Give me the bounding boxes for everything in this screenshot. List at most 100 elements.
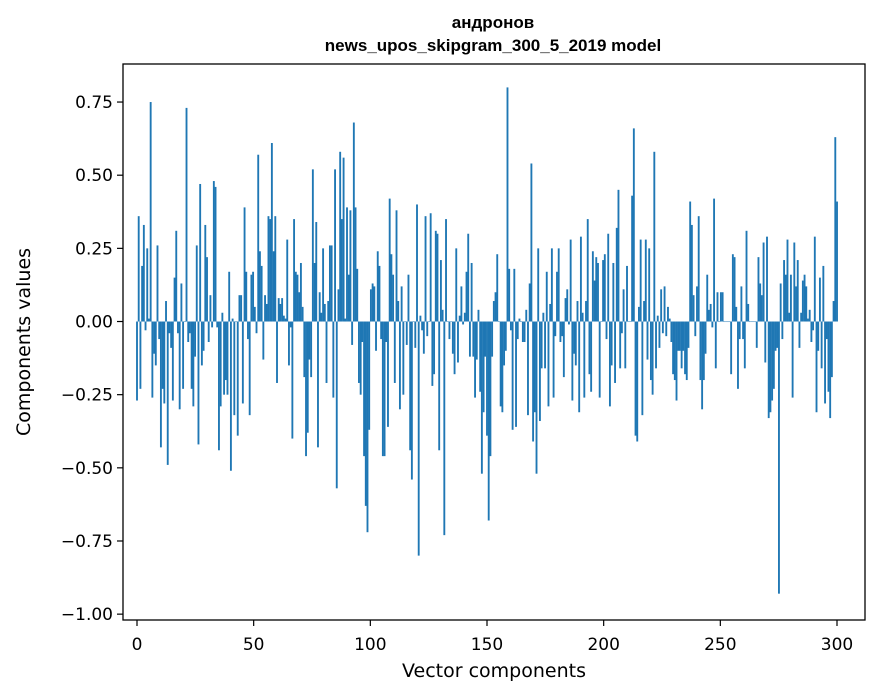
- bar: [829, 321, 832, 419]
- bar: [282, 315, 285, 322]
- bar: [347, 274, 350, 322]
- bar: [226, 321, 229, 395]
- bar: [421, 321, 424, 331]
- bar: [559, 321, 562, 342]
- bar: [339, 151, 342, 322]
- bar: [492, 301, 495, 322]
- bar: [795, 286, 797, 322]
- bar: [233, 321, 236, 416]
- bar: [272, 251, 275, 322]
- bar: [525, 309, 528, 322]
- chart-title: андронов: [452, 13, 534, 32]
- bar: [591, 251, 594, 322]
- bar: [641, 321, 644, 416]
- bar: [446, 321, 449, 323]
- bar: [188, 321, 191, 334]
- bar: [581, 312, 584, 322]
- bar: [818, 277, 821, 322]
- y-axis-ticks: −1.00 −0.75 −0.50 −0.25 0.00 0.25 0.50 0.75: [61, 93, 123, 625]
- bar: [574, 321, 577, 366]
- bar: [320, 312, 323, 322]
- bar: [735, 306, 738, 322]
- bar: [653, 151, 656, 322]
- bar: [322, 248, 325, 322]
- bar: [364, 321, 367, 506]
- bar: [240, 295, 243, 322]
- bar: [825, 321, 828, 340]
- bar: [153, 321, 156, 354]
- bar: [699, 321, 702, 381]
- bar: [538, 321, 541, 422]
- bar: [678, 321, 681, 351]
- y-tick-label: 0.25: [75, 239, 113, 259]
- bar: [680, 321, 683, 369]
- bar: [752, 321, 755, 323]
- bar: [690, 224, 693, 322]
- bar: [166, 321, 169, 465]
- bar: [557, 248, 560, 322]
- bar: [247, 321, 249, 340]
- bar: [183, 321, 186, 323]
- bar: [716, 292, 719, 322]
- bar: [441, 309, 444, 322]
- bar: [361, 321, 364, 342]
- bar: [270, 143, 273, 322]
- bar: [480, 321, 483, 474]
- bar: [158, 321, 161, 340]
- bar: [496, 254, 499, 322]
- bar: [293, 219, 296, 322]
- bar: [696, 286, 698, 322]
- bar: [784, 274, 787, 322]
- bar: [783, 260, 786, 322]
- bar: [354, 207, 357, 322]
- bar: [772, 321, 775, 389]
- bar: [714, 321, 717, 369]
- bar: [564, 298, 567, 322]
- bar: [687, 321, 690, 348]
- bar: [590, 321, 593, 392]
- bar: [704, 321, 707, 354]
- bar: [798, 321, 801, 348]
- bar: [231, 318, 234, 322]
- bar: [308, 321, 311, 360]
- bar: [651, 321, 654, 395]
- bar: [159, 321, 162, 448]
- bar: [760, 295, 763, 322]
- x-axis-label: Vector components: [402, 660, 586, 682]
- bar: [269, 219, 272, 322]
- bar: [433, 321, 436, 375]
- bar: [767, 321, 770, 419]
- bar: [387, 321, 389, 427]
- bar: [672, 321, 675, 375]
- bar: [738, 321, 741, 340]
- bar: [566, 289, 569, 322]
- bar: [241, 321, 244, 404]
- bar: [754, 321, 756, 323]
- bar: [422, 321, 425, 354]
- bar: [708, 309, 710, 322]
- bar: [253, 306, 256, 322]
- bar: [796, 260, 799, 322]
- bar: [139, 321, 142, 389]
- x-tick-label: 100: [354, 635, 386, 655]
- bar: [827, 321, 830, 392]
- bar: [192, 321, 195, 407]
- bar: [267, 216, 270, 322]
- bar: [474, 321, 476, 398]
- bar: [175, 230, 178, 322]
- bar: [303, 321, 306, 378]
- bar: [547, 321, 550, 407]
- bar: [484, 321, 487, 357]
- bar: [634, 321, 637, 436]
- bar: [759, 283, 762, 322]
- bar: [460, 286, 463, 322]
- bar: [562, 321, 565, 378]
- bar: [769, 321, 772, 413]
- bar: [535, 321, 538, 474]
- bar: [180, 283, 183, 322]
- bar: [395, 210, 398, 322]
- bar: [579, 236, 582, 322]
- bar: [774, 321, 777, 351]
- x-tick-label: 300: [821, 635, 853, 655]
- bar: [556, 271, 558, 322]
